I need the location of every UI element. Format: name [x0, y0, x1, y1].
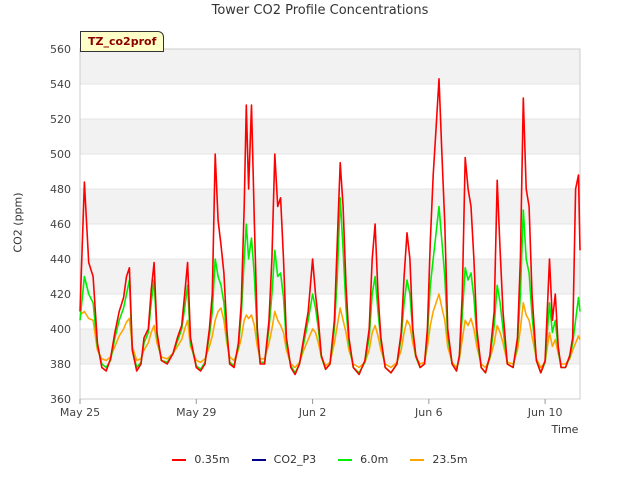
- x-tick-label-0: May 25: [60, 406, 100, 419]
- y-axis-label: CO2 (ppm): [11, 192, 25, 253]
- x-tick-label-3: Jun 6: [414, 406, 443, 419]
- legend: 0.35m CO2_P3 6.0m 23.5m: [0, 453, 640, 466]
- legend-label-6-0m: 6.0m: [360, 453, 389, 466]
- x-tick-label-2: Jun 2: [298, 406, 327, 419]
- y-tick-label-420: 420: [50, 288, 71, 301]
- legend-item-co2-p3[interactable]: CO2_P3: [251, 453, 317, 466]
- legend-swatch-0-35m: [172, 458, 187, 461]
- y-tick-label-500: 500: [50, 148, 71, 161]
- y-axis-ticks: 360 380 400 420 440 460 480 500 520 540 560: [50, 43, 71, 406]
- background-band-2: [80, 189, 580, 224]
- y-tick-label-360: 360: [50, 393, 71, 406]
- x-tick-label-4: Jun 10: [527, 406, 563, 419]
- site-badge[interactable]: TZ_co2prof: [80, 31, 165, 52]
- series-lines: [79, 78, 581, 376]
- background-band-4: [80, 49, 580, 84]
- x-axis-label: Time: [551, 423, 579, 436]
- y-tick-label-440: 440: [50, 253, 71, 266]
- legend-label-0-35m: 0.35m: [194, 453, 230, 466]
- legend-swatch-co2-p3: [251, 458, 266, 461]
- y-tick-label-380: 380: [50, 358, 71, 371]
- chart-title: Tower CO2 Profile Concentrations: [211, 3, 429, 18]
- x-axis-ticks: May 25 May 29 Jun 2 Jun 6 Jun 10: [60, 399, 563, 419]
- y-tick-label-520: 520: [50, 113, 71, 126]
- legend-label-23-5m: 23.5m: [432, 453, 468, 466]
- y-tick-label-460: 460: [50, 218, 71, 231]
- legend-item-0-35m[interactable]: 0.35m: [172, 453, 230, 466]
- x-tick-label-1: May 29: [176, 406, 216, 419]
- background-bands: [80, 49, 580, 364]
- y-tick-label-560: 560: [50, 43, 71, 56]
- legend-swatch-23-5m: [410, 458, 425, 461]
- legend-item-6-0m[interactable]: 6.0m: [338, 453, 388, 466]
- series-line-0-35m: [79, 78, 581, 376]
- legend-item-23-5m[interactable]: 23.5m: [410, 453, 468, 466]
- legend-swatch-6-0m: [338, 458, 353, 461]
- background-band-3: [80, 119, 580, 154]
- y-tick-label-540: 540: [50, 78, 71, 91]
- y-tick-label-400: 400: [50, 323, 71, 336]
- y-tick-label-480: 480: [50, 183, 71, 196]
- legend-label-co2-p3: CO2_P3: [273, 453, 317, 466]
